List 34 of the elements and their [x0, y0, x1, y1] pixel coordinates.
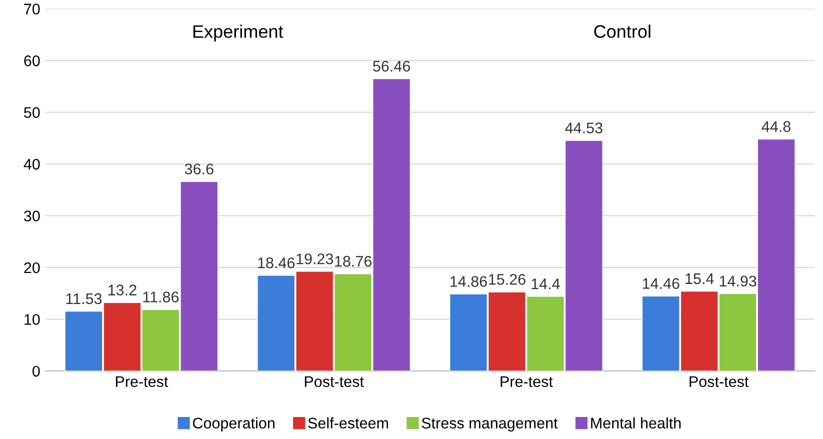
- data-label: 14.93: [720, 276, 756, 287]
- data-label: 18.76: [335, 256, 372, 267]
- data-label: 56.46: [373, 60, 410, 72]
- y-tick-label: 60: [24, 55, 40, 66]
- data-label: 18.46: [258, 257, 295, 268]
- legend-label: Cooperation: [192, 417, 274, 432]
- data-label: 13.2: [108, 284, 136, 296]
- x-tick-label: Pre-test: [500, 376, 553, 388]
- legend-label: Mental health: [591, 417, 681, 429]
- legend-label: Stress management: [422, 418, 558, 432]
- annotation: Experiment: [193, 24, 284, 42]
- data-label: 15.4: [686, 273, 714, 284]
- y-tick-label: 10: [24, 314, 40, 325]
- data-label: 14.46: [642, 278, 680, 289]
- y-tick-label: 40: [24, 158, 40, 170]
- x-tick-label: Pre-test: [116, 376, 168, 388]
- legend-label: Self-esteem: [308, 417, 388, 429]
- data-label: 44.53: [565, 122, 602, 134]
- y-tick-label: 50: [24, 107, 40, 118]
- data-label: 44.8: [762, 121, 790, 132]
- data-label: 36.6: [184, 164, 214, 174]
- x-tick-label: Post-test: [690, 376, 749, 388]
- data-label: 11.53: [66, 293, 102, 304]
- data-label: 14.4: [532, 278, 560, 290]
- y-tick-label: 0: [32, 366, 40, 377]
- y-tick-label: 70: [24, 4, 40, 14]
- data-label: 15.26: [489, 274, 526, 285]
- x-tick-label: Post-test: [304, 376, 364, 388]
- y-tick-label: 20: [24, 262, 40, 274]
- y-tick-label: 30: [24, 210, 40, 222]
- data-label: 14.86: [450, 276, 487, 287]
- data-label: 11.86: [143, 292, 179, 302]
- annotation: Control: [594, 24, 650, 38]
- data-label: 19.23: [296, 253, 334, 264]
